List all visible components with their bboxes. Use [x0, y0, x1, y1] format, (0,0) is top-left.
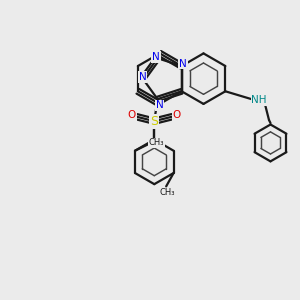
Text: N: N: [156, 100, 164, 110]
Text: NH: NH: [251, 95, 267, 105]
Text: N: N: [139, 72, 147, 82]
Text: S: S: [150, 115, 158, 128]
Text: N: N: [179, 59, 187, 69]
Text: N: N: [152, 52, 160, 62]
Text: O: O: [128, 110, 136, 120]
Text: O: O: [172, 110, 181, 120]
Text: CH₃: CH₃: [149, 138, 164, 147]
Text: CH₃: CH₃: [160, 188, 176, 197]
